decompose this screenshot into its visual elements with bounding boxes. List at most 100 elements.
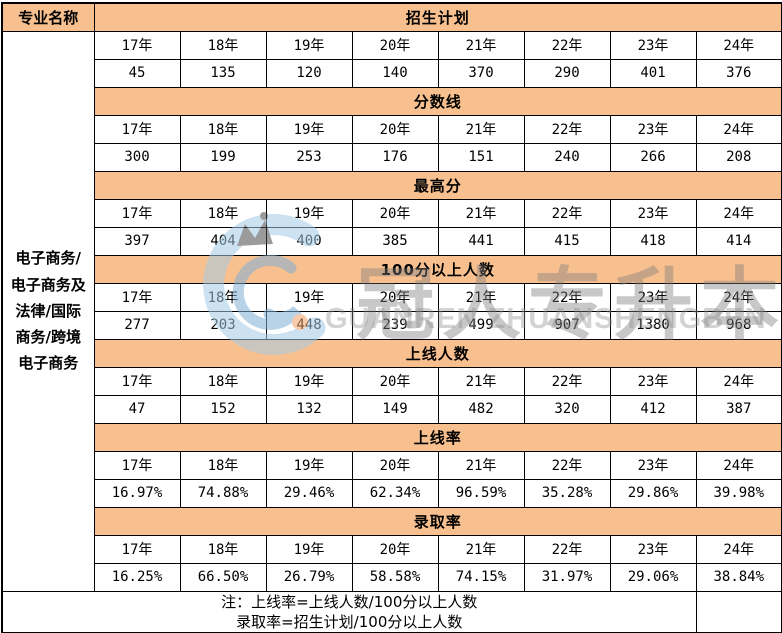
major-name-cell: 电子商务/ 电子商务及 法律/国际 商务/跨境 电子商务 (1, 30, 95, 592)
year-cell: 18年 (179, 450, 267, 480)
formula-note: 注：上线率=上线人数/100分以上人数 录取率=招生计划/100分以上人数 (1, 590, 697, 633)
value-cell: 29.06% (609, 562, 697, 592)
year-cell: 22年 (523, 30, 611, 60)
year-cell: 20年 (351, 30, 439, 60)
value-cell: 385 (351, 226, 439, 256)
value-cell: 120 (265, 58, 353, 88)
value-cell: 16.25% (93, 562, 181, 592)
section-label: 最高分 (93, 170, 782, 200)
year-cell: 19年 (265, 534, 353, 564)
value-cell: 968 (695, 310, 782, 340)
year-cell: 22年 (523, 114, 611, 144)
year-cell: 23年 (609, 30, 697, 60)
year-cell: 19年 (265, 198, 353, 228)
year-cell: 21年 (437, 198, 525, 228)
value-cell: 176 (351, 142, 439, 172)
value-cell: 240 (523, 142, 611, 172)
year-cell: 23年 (609, 114, 697, 144)
value-cell: 74.88% (179, 478, 267, 508)
year-cell: 17年 (93, 30, 181, 60)
year-cell: 20年 (351, 282, 439, 312)
value-cell: 397 (93, 226, 181, 256)
value-cell: 151 (437, 142, 525, 172)
year-cell: 17年 (93, 534, 181, 564)
value-cell: 441 (437, 226, 525, 256)
value-cell: 203 (179, 310, 267, 340)
year-cell: 19年 (265, 366, 353, 396)
value-cell: 74.15% (437, 562, 525, 592)
section-label: 招生计划 (93, 2, 782, 32)
value-cell: 499 (437, 310, 525, 340)
value-cell: 253 (265, 142, 353, 172)
section-label: 上线人数 (93, 338, 782, 368)
value-cell: 239 (351, 310, 439, 340)
year-cell: 17年 (93, 282, 181, 312)
value-cell: 35.28% (523, 478, 611, 508)
value-cell: 1380 (609, 310, 697, 340)
year-cell: 18年 (179, 30, 267, 60)
year-cell: 22年 (523, 198, 611, 228)
value-cell: 199 (179, 142, 267, 172)
value-cell: 277 (93, 310, 181, 340)
value-cell: 29.46% (265, 478, 353, 508)
value-cell: 58.58% (351, 562, 439, 592)
value-cell: 414 (695, 226, 782, 256)
year-cell: 24年 (695, 450, 782, 480)
year-cell: 21年 (437, 114, 525, 144)
year-cell: 20年 (351, 534, 439, 564)
value-cell: 300 (93, 142, 181, 172)
value-cell: 482 (437, 394, 525, 424)
year-cell: 19年 (265, 30, 353, 60)
value-cell: 39.98% (695, 478, 782, 508)
value-cell: 320 (523, 394, 611, 424)
year-cell: 20年 (351, 198, 439, 228)
year-cell: 19年 (265, 114, 353, 144)
value-cell: 26.79% (265, 562, 353, 592)
value-cell: 400 (265, 226, 353, 256)
value-cell: 448 (265, 310, 353, 340)
year-cell: 22年 (523, 534, 611, 564)
year-cell: 17年 (93, 198, 181, 228)
major-column-header: 专业名称 (1, 2, 95, 32)
year-cell: 21年 (437, 450, 525, 480)
value-cell: 66.50% (179, 562, 267, 592)
value-cell: 45 (93, 58, 181, 88)
year-cell: 23年 (609, 534, 697, 564)
year-cell: 22年 (523, 450, 611, 480)
value-cell: 62.34% (351, 478, 439, 508)
year-cell: 24年 (695, 114, 782, 144)
year-cell: 18年 (179, 282, 267, 312)
year-cell: 23年 (609, 366, 697, 396)
year-cell: 22年 (523, 366, 611, 396)
year-cell: 20年 (351, 114, 439, 144)
year-cell: 17年 (93, 450, 181, 480)
value-cell: 47 (93, 394, 181, 424)
year-cell: 24年 (695, 366, 782, 396)
value-cell: 208 (695, 142, 782, 172)
year-cell: 24年 (695, 534, 782, 564)
year-cell: 20年 (351, 450, 439, 480)
year-cell: 17年 (93, 114, 181, 144)
year-cell: 19年 (265, 450, 353, 480)
year-cell: 24年 (695, 198, 782, 228)
value-cell: 401 (609, 58, 697, 88)
year-cell: 23年 (609, 450, 697, 480)
year-cell: 21年 (437, 534, 525, 564)
value-cell: 266 (609, 142, 697, 172)
year-cell: 21年 (437, 366, 525, 396)
value-cell: 132 (265, 394, 353, 424)
value-cell: 290 (523, 58, 611, 88)
section-label: 100分以上人数 (93, 254, 782, 284)
value-cell: 135 (179, 58, 267, 88)
year-cell: 20年 (351, 366, 439, 396)
year-cell: 23年 (609, 198, 697, 228)
year-cell: 18年 (179, 114, 267, 144)
section-label: 分数线 (93, 86, 782, 116)
value-cell: 38.84% (695, 562, 782, 592)
value-cell: 16.97% (93, 478, 181, 508)
value-cell: 152 (179, 394, 267, 424)
value-cell: 415 (523, 226, 611, 256)
year-cell: 18年 (179, 366, 267, 396)
